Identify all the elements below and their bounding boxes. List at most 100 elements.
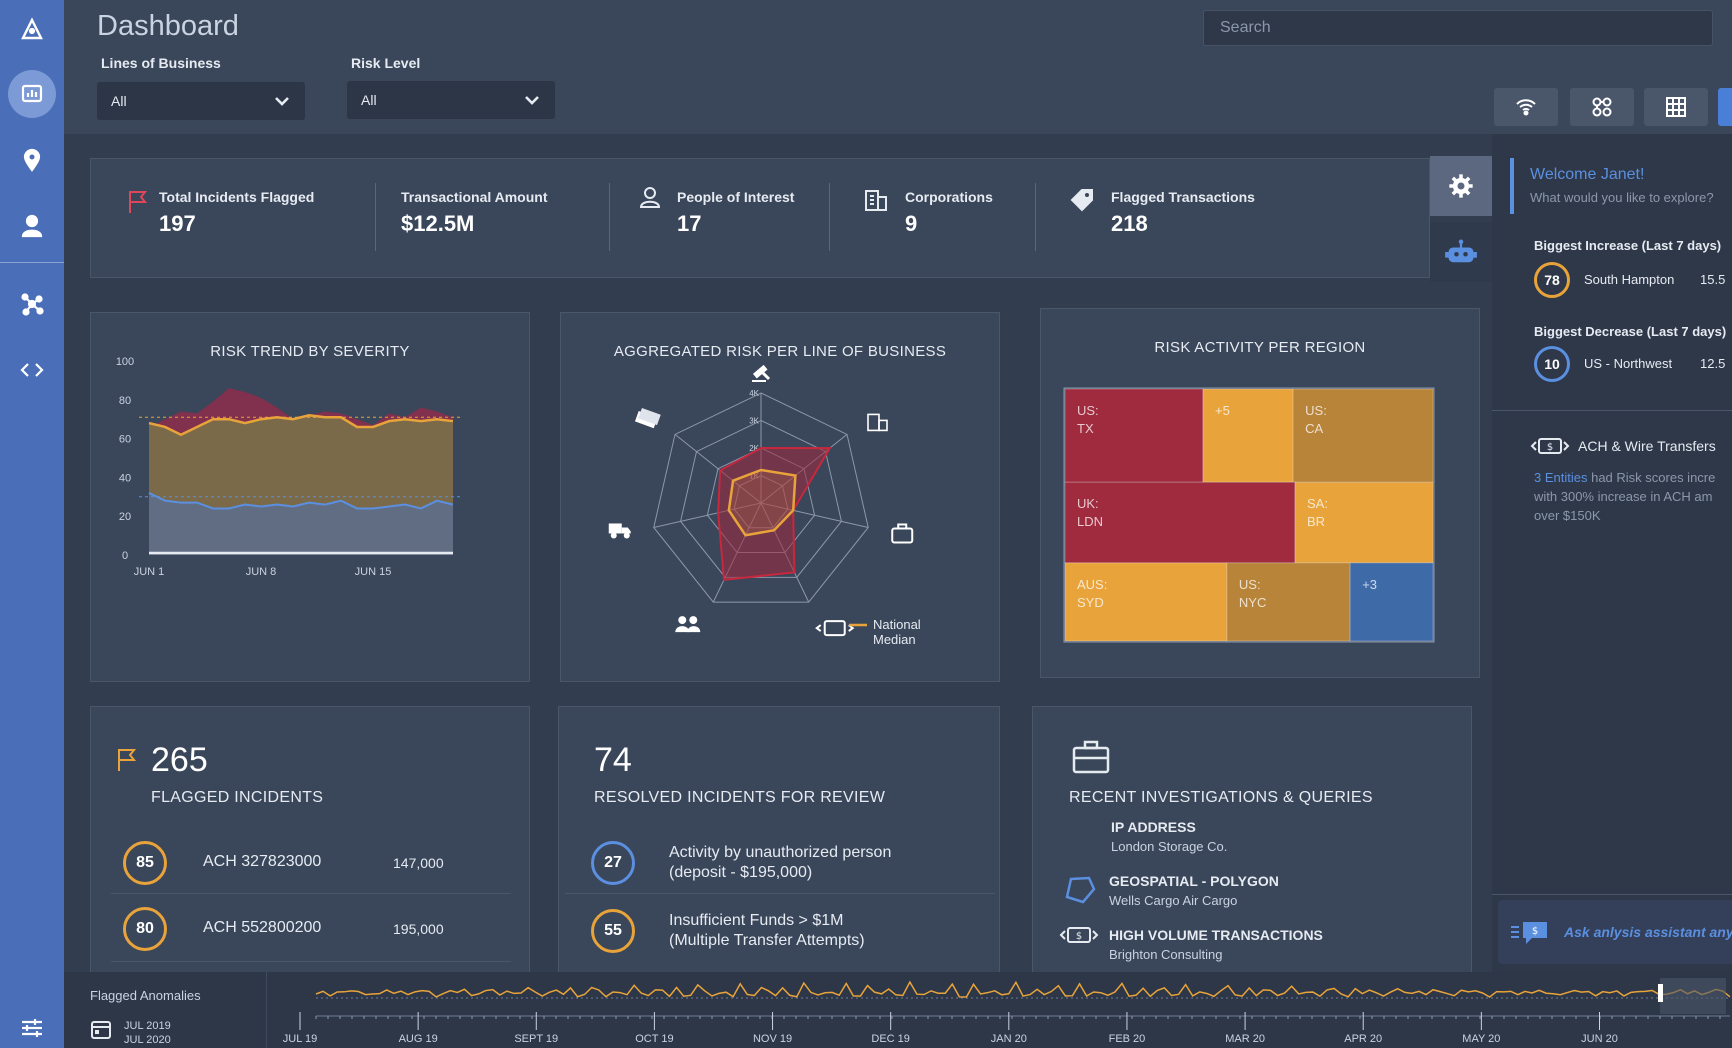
treemap-cell [1064, 481, 1296, 564]
ach-text-3: over $150K [1534, 508, 1601, 523]
x-tick-label: JUN 8 [246, 566, 277, 578]
y-tick-label: 60 [119, 434, 131, 446]
kpi-value: 9 [905, 211, 918, 236]
calendar-icon[interactable] [90, 1018, 112, 1040]
timeline-chart[interactable]: JUL 19 AUG 19 SEPT 19 OCT 19 NOV 19 DEC 19 JAN… [270, 972, 1732, 1048]
settings-button[interactable] [1430, 156, 1492, 216]
range-end: JUL 2020 [124, 1034, 171, 1046]
ach-title: ACH & Wire Transfers [1578, 438, 1716, 454]
building-icon [865, 190, 887, 211]
increase-value: 15.5 [1700, 272, 1726, 287]
graph-button[interactable] [1570, 88, 1634, 126]
resolved-count: 74 [594, 741, 632, 779]
flag-icon [129, 191, 148, 213]
resolved-item[interactable]: Insufficient Funds > $1M (Multiple Trans… [669, 911, 865, 951]
dashboard-icon[interactable] [0, 70, 64, 118]
treemap-label: CA [1305, 421, 1323, 436]
person-icon[interactable] [0, 206, 64, 246]
region-card: RISK ACTIVITY PER REGION US: TX +5 US: CA UK:… [1040, 308, 1480, 678]
logo-icon[interactable] [0, 10, 64, 50]
person-icon [639, 187, 661, 208]
radar-legend-label: National Median [873, 617, 921, 647]
location-icon[interactable] [0, 140, 64, 180]
flag-icon [118, 749, 137, 771]
search-input[interactable]: Search [1203, 10, 1713, 46]
kpi-corporations[interactable]: Corporations 9 [863, 189, 993, 237]
treemap-label: +5 [1215, 403, 1230, 418]
score-badge: 55 [591, 909, 635, 953]
kpi-transactional-amount[interactable]: Transactional Amount $12.5M [401, 189, 548, 237]
kpi-value: $12.5M [401, 211, 475, 236]
flagged-count: 265 [151, 741, 208, 779]
y-tick-label: 80 [119, 395, 131, 407]
entities-link[interactable]: 3 Entities [1534, 470, 1588, 485]
investigation-sub: Wells Cargo Air Cargo [1109, 893, 1238, 908]
treemap-label: SYD [1077, 595, 1104, 610]
month-label: APR 20 [1344, 1033, 1382, 1045]
region-treemap[interactable]: US: TX +5 US: CA UK: LDN SA: BR AUS: SYD US: NYC +3 [1041, 309, 1481, 679]
investigation-title[interactable]: IP ADDRESS [1111, 819, 1196, 835]
treemap-label: NYC [1239, 595, 1266, 610]
chart-title: RISK TREND BY SEVERITY [210, 343, 410, 360]
radar-chart[interactable]: 1K2K3K4K [561, 313, 1001, 683]
decrease-value: 12.5 [1700, 356, 1726, 371]
radar-ring [680, 419, 842, 578]
code-icon[interactable] [0, 350, 64, 390]
radar-ring-label: 4K [749, 389, 759, 398]
graph-icon [1592, 97, 1612, 117]
kpi-people-of-interest[interactable]: People of Interest 17 [637, 187, 794, 237]
ach-summary: 3 Entities had Risk scores incre with 30… [1534, 468, 1715, 525]
briefcase-icon [1072, 740, 1110, 774]
active-view-button[interactable] [1718, 88, 1732, 126]
decrease-name[interactable]: US - Northwest [1584, 356, 1673, 371]
month-label: OCT 19 [635, 1033, 673, 1045]
kpi-total-incidents[interactable]: Total Incidents Flagged 197 [129, 189, 314, 237]
gear-icon [1449, 174, 1473, 198]
month-label: JUL 19 [283, 1033, 317, 1045]
chart-title: RISK ACTIVITY PER REGION [1154, 339, 1366, 356]
timeline-label: Flagged Anomalies [90, 988, 201, 1003]
network-icon[interactable] [0, 284, 64, 324]
increase-name[interactable]: South Hampton [1584, 272, 1675, 287]
risk-select[interactable]: All [347, 81, 555, 119]
radar-series [717, 446, 832, 581]
score-badge: 78 [1534, 262, 1570, 298]
kpi-value: 17 [677, 211, 702, 236]
ask-assistant-bar[interactable]: $ Ask anlysis assistant any [1498, 900, 1732, 964]
assistant-bot-button[interactable] [1430, 222, 1492, 282]
y-tick-label: 0 [122, 550, 128, 562]
investigation-title[interactable]: HIGH VOLUME TRANSACTIONS [1109, 927, 1323, 943]
ach-text-1: had Risk scores incre [1587, 470, 1716, 485]
month-label: JAN 20 [991, 1033, 1027, 1045]
filters-icon[interactable] [0, 1008, 64, 1048]
radar-ring-label: 2K [749, 444, 759, 453]
welcome-prompt: What would you like to explore? [1530, 190, 1714, 205]
resolved-item-line2: (Multiple Transfer Attempts) [669, 932, 865, 949]
assistant-panel: Welcome Janet! What would you like to ex… [1492, 134, 1732, 972]
month-label: FEB 20 [1109, 1033, 1146, 1045]
risk-trend-chart[interactable]: 100 80 60 40 20 0 JUN 1 JUN 8 JUN 15 [91, 313, 531, 683]
wifi-button[interactable] [1494, 88, 1558, 126]
chevron-down-icon [525, 96, 539, 105]
radar-card: AGGREGATED RISK PER LINE OF BUSINESS 1K2… [560, 312, 1000, 682]
people-icon [675, 616, 701, 633]
treemap-label: AUS: [1077, 577, 1107, 592]
investigation-title[interactable]: GEOSPATIAL - POLYGON [1109, 873, 1279, 889]
treemap-cell [1349, 562, 1434, 642]
lob-select[interactable]: All [97, 82, 305, 120]
kpi-flagged-transactions[interactable]: Flagged Transactions 218 [1069, 189, 1255, 237]
robot-icon [1445, 239, 1477, 263]
chat-icon: $ [1511, 922, 1547, 944]
x-tick-label: JUN 1 [134, 566, 165, 578]
month-label: MAY 20 [1462, 1033, 1500, 1045]
incident-name[interactable]: ACH 327823000 [203, 853, 322, 870]
search-placeholder: Search [1220, 19, 1271, 36]
resolved-item[interactable]: Activity by unauthorized person (deposit… [669, 843, 891, 883]
svg-text:$: $ [1076, 931, 1082, 942]
grid-button[interactable] [1644, 88, 1708, 126]
wifi-icon [1516, 99, 1536, 116]
decrease-label: Biggest Decrease (Last 7 days) [1534, 324, 1727, 339]
incident-name[interactable]: ACH 552800200 [203, 919, 322, 936]
treemap-label: TX [1077, 421, 1094, 436]
x-tick-label: JUN 15 [355, 566, 392, 578]
